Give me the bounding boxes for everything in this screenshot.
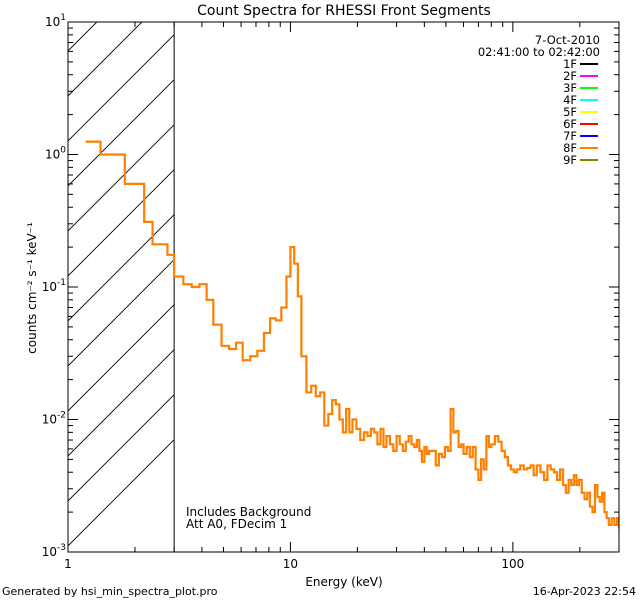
legend-label-9F: 9F xyxy=(563,153,577,167)
x-tick-label-1: 10 xyxy=(283,557,298,571)
hatch-line-2 xyxy=(68,0,174,6)
annotation-attenuator: Att A0, FDecim 1 xyxy=(186,517,287,531)
hatch-line-4 xyxy=(68,22,143,97)
hatch-line-5 xyxy=(68,34,175,142)
date-label: 7-Oct-2010 xyxy=(535,33,600,47)
footer-timestamp: 16-Apr-2023 22:54 xyxy=(533,585,636,598)
annotation-background: Includes Background xyxy=(186,505,311,519)
time-range-label: 02:41:00 to 02:42:00 xyxy=(478,45,600,59)
hatch-line-14 xyxy=(68,439,175,547)
y-tick-label-1: 10-2 xyxy=(42,411,66,427)
chart-title: Count Spectra for RHESSI Front Segments xyxy=(197,3,491,19)
series-line-8F xyxy=(85,140,619,529)
hatch-line-12 xyxy=(68,349,175,457)
legend-label-7F: 7F xyxy=(563,129,577,143)
hatch-line-10 xyxy=(68,259,175,367)
legend-label-6F: 6F xyxy=(563,117,577,131)
hatch-line-6 xyxy=(68,79,175,187)
hatch-line-9 xyxy=(68,214,175,322)
legend-label-3F: 3F xyxy=(563,81,577,95)
axis-ticks: 1 10 100 10-3 10-2 10-1 100 101 xyxy=(42,13,620,571)
x-tick-label-2: 100 xyxy=(501,557,524,571)
legend-label-5F: 5F xyxy=(563,105,577,119)
hatch-line-3 xyxy=(68,22,98,52)
footer-generated-by: Generated by hsi_min_spectra_plot.pro xyxy=(2,585,218,598)
y-tick-label-2: 10-1 xyxy=(42,278,66,294)
legend-label-8F: 8F xyxy=(563,141,577,155)
hatch-line-13 xyxy=(68,394,175,502)
hatched-region xyxy=(68,0,175,547)
y-axis-label: counts cm⁻² s⁻¹ keV⁻¹ xyxy=(25,222,39,354)
legend-label-1F: 1F xyxy=(563,57,577,71)
x-tick-label-0: 1 xyxy=(64,557,72,571)
x-axis-label: Energy (keV) xyxy=(305,575,382,589)
y-tick-label-4: 101 xyxy=(45,13,66,29)
hatch-line-7 xyxy=(68,124,175,232)
legend-label-2F: 2F xyxy=(563,69,577,83)
hatch-line-11 xyxy=(68,304,175,412)
y-tick-label-3: 100 xyxy=(45,146,66,162)
y-tick-label-0: 10-3 xyxy=(42,543,66,559)
hatch-line-8 xyxy=(68,169,175,277)
legend-label-4F: 4F xyxy=(563,93,577,107)
